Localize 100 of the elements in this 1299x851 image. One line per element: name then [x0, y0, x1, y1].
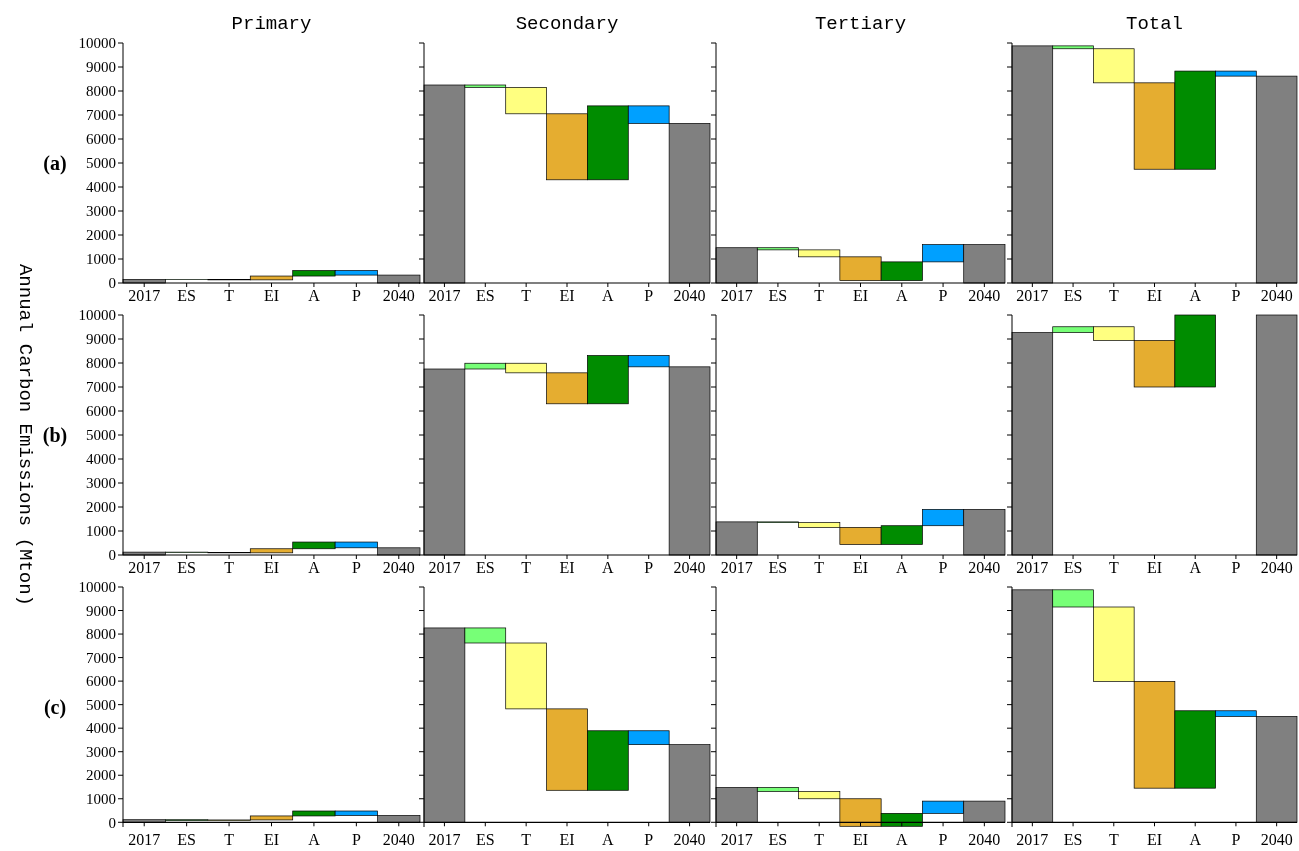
- y-axis-title: Annual Carbon Emissions (Mton): [14, 263, 36, 607]
- x-tick-label: 2017: [1016, 559, 1049, 576]
- x-tick-label: ES: [475, 287, 495, 304]
- y-tick-label: 4000: [86, 179, 116, 196]
- x-tick-label: ES: [177, 559, 196, 576]
- y-tick-label: 5000: [86, 427, 116, 444]
- x-tick-label: A: [1189, 831, 1202, 848]
- y-tick-label: 6000: [86, 403, 116, 420]
- x-tick-label: EI: [263, 831, 280, 848]
- y-tick-label: 7000: [86, 107, 116, 124]
- y-tick-label: 6000: [86, 673, 116, 690]
- x-tick-label: P: [351, 831, 361, 848]
- x-tick-label: T: [814, 287, 825, 304]
- x-tick-label: A: [896, 831, 908, 848]
- text: (c): [43, 696, 67, 719]
- y-tick-label: 9000: [86, 59, 116, 76]
- y-tick-label: 2000: [86, 767, 116, 784]
- y-tick-label: 6000: [86, 131, 116, 148]
- chart-title: Total: [1125, 13, 1184, 35]
- y-tick-label: 3000: [86, 475, 116, 492]
- x-tick-label: EI: [852, 831, 869, 848]
- y-tick-label: 7000: [86, 379, 116, 396]
- x-tick-label: ES: [475, 831, 495, 848]
- x-tick-label: 2040: [1260, 287, 1293, 304]
- y-tick-label: 9000: [86, 602, 116, 619]
- x-tick-label: EI: [852, 287, 869, 304]
- x-tick-label: T: [814, 831, 825, 848]
- x-tick-label: 2017: [1016, 831, 1049, 848]
- x-tick-label: A: [896, 287, 908, 304]
- y-tick-label: 1000: [86, 523, 116, 540]
- x-tick-label: EI: [263, 559, 280, 576]
- x-tick-label: P: [644, 287, 654, 304]
- y-tick-label: 5000: [86, 155, 116, 172]
- x-tick-label: 2040: [1260, 559, 1293, 576]
- text: (b): [42, 424, 68, 447]
- y-tick-label: 10000: [78, 35, 116, 52]
- y-tick-label: 10000: [78, 307, 116, 324]
- x-tick-label: A: [602, 831, 615, 848]
- x-tick-label: P: [1231, 559, 1241, 576]
- y-tick-label: 0: [108, 814, 116, 831]
- x-tick-label: 2040: [673, 831, 706, 848]
- x-tick-label: 2017: [1016, 287, 1049, 304]
- x-tick-label: A: [896, 559, 908, 576]
- text: (a): [43, 152, 67, 175]
- y-tick-label: 8000: [86, 355, 116, 372]
- x-tick-label: A: [308, 831, 321, 848]
- x-tick-label: T: [521, 287, 532, 304]
- x-tick-label: P: [938, 559, 948, 576]
- x-tick-label: A: [602, 287, 615, 304]
- x-tick-label: 2017: [128, 559, 161, 576]
- x-tick-label: A: [602, 559, 615, 576]
- x-tick-label: ES: [1063, 287, 1083, 304]
- y-tick-label: 1000: [86, 251, 116, 268]
- x-tick-label: T: [1108, 287, 1119, 304]
- x-tick-label: EI: [852, 559, 869, 576]
- y-tick-label: 7000: [86, 649, 116, 666]
- x-tick-label: 2040: [673, 287, 706, 304]
- x-tick-label: ES: [1063, 559, 1083, 576]
- y-tick-label: 8000: [86, 83, 116, 100]
- x-tick-label: 2017: [128, 831, 161, 848]
- x-tick-label: T: [1108, 831, 1119, 848]
- x-tick-label: 2017: [128, 287, 161, 304]
- y-tick-label: 1000: [86, 791, 116, 808]
- x-tick-label: P: [938, 287, 948, 304]
- x-tick-label: T: [224, 831, 235, 848]
- x-tick-label: T: [814, 559, 825, 576]
- y-tick-label: 10000: [78, 579, 116, 596]
- y-tick-label: 3000: [86, 743, 116, 760]
- x-tick-label: 2040: [968, 287, 1001, 304]
- y-tick-label: 8000: [86, 626, 116, 643]
- y-tick-label: 0: [108, 275, 116, 292]
- x-tick-label: ES: [1063, 831, 1083, 848]
- x-tick-label: T: [521, 559, 532, 576]
- x-tick-label: 2017: [428, 287, 461, 304]
- x-tick-label: EI: [559, 559, 575, 576]
- x-tick-label: T: [224, 287, 235, 304]
- x-tick-label: 2040: [968, 831, 1001, 848]
- x-tick-label: 2040: [968, 559, 1001, 576]
- y-tick-label: 2000: [86, 499, 116, 516]
- x-tick-label: 2017: [428, 831, 461, 848]
- y-tick-label: 4000: [86, 451, 116, 468]
- x-tick-label: 2040: [673, 559, 706, 576]
- x-tick-label: A: [1189, 287, 1202, 304]
- x-tick-label: ES: [768, 287, 788, 304]
- x-tick-label: 2040: [382, 559, 415, 576]
- x-tick-label: EI: [263, 287, 280, 304]
- x-tick-label: 2040: [1260, 831, 1293, 848]
- x-tick-label: EI: [559, 287, 575, 304]
- x-tick-label: 2017: [428, 559, 461, 576]
- x-tick-label: 2040: [382, 831, 415, 848]
- y-tick-label: 3000: [86, 203, 116, 220]
- x-tick-label: 2017: [720, 559, 753, 576]
- y-tick-label: 5000: [86, 696, 116, 713]
- x-tick-label: 2017: [720, 287, 753, 304]
- x-tick-label: EI: [1146, 287, 1163, 304]
- x-tick-label: ES: [177, 287, 196, 304]
- chart-title: Tertiary: [814, 13, 907, 35]
- x-tick-label: T: [224, 559, 235, 576]
- x-tick-label: T: [521, 831, 532, 848]
- x-tick-label: P: [938, 831, 948, 848]
